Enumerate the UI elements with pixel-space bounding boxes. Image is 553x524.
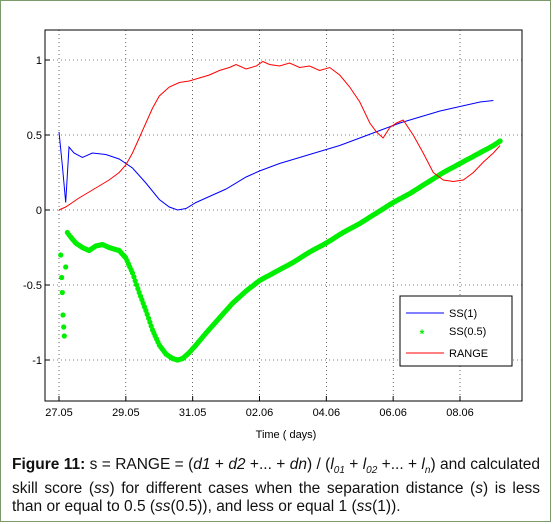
legend-label-range: RANGE [449, 348, 488, 360]
x-tick-label: 31.05 [179, 407, 207, 419]
x-tick-label: 04.06 [313, 407, 341, 419]
chart: 27.05 29.05 31.05 02.06 04.06 06.06 08.06 1 0.5 0… [23, 29, 523, 441]
series-line-ss-1 [58, 100, 494, 211]
x-tick-label: 29.05 [112, 407, 140, 419]
y-tick-label: -1 [32, 355, 42, 367]
tick-layer: 27.05 29.05 31.05 02.06 04.06 06.06 08.06 1 0.5 0… [23, 55, 474, 419]
series-point-ss-0-5 [148, 323, 154, 329]
legend-label-ss1: SS(1) [449, 308, 477, 320]
y-tick-label: 0 [36, 205, 42, 217]
plot-frame [44, 29, 523, 402]
x-tick-label: 06.06 [379, 407, 407, 419]
series-point-ss-0-5 [132, 278, 138, 284]
series-layer [58, 60, 503, 363]
y-tick-label: 1 [36, 55, 42, 67]
chart-svg: 27.05 29.05 31.05 02.06 04.06 06.06 08.06 1 0.5 0… [23, 29, 523, 441]
series-point-ss-0-5 [60, 312, 66, 318]
legend-label-ss05: SS(0.5) [449, 326, 486, 338]
series-point-ss-0-5 [133, 282, 140, 288]
series-point-ss-0-5 [59, 289, 65, 296]
figure-caption: Figure 11: s = RANGE = (d1 + d2 +... + d… [12, 456, 540, 516]
legend: SS(1) * SS(0.5) RANGE [399, 295, 513, 367]
legend-marker-ss05: * [420, 327, 425, 341]
series-point-ss-0-5 [146, 315, 152, 321]
series-point-ss-0-5 [61, 324, 67, 330]
x-tick-label: 27.05 [45, 407, 73, 419]
series-point-ss-0-5 [497, 138, 503, 144]
legend-box [399, 295, 513, 367]
y-tick-label: -0.5 [23, 280, 42, 292]
series-point-ss-0-5 [147, 319, 153, 325]
x-tick-label: 08.06 [446, 407, 474, 419]
x-axis-label: Time ( days) [256, 429, 317, 441]
caption-label: Figure 11: [12, 456, 86, 473]
series-point-ss-0-5 [61, 333, 67, 339]
series-point-ss-0-5 [144, 311, 150, 317]
series-point-ss-0-5 [59, 274, 65, 281]
y-tick-label: 0.5 [27, 130, 42, 142]
series-point-ss-0-5 [63, 264, 69, 270]
series-line-range [58, 60, 501, 211]
series-point-ss-0-5 [58, 252, 64, 258]
x-tick-label: 02.06 [246, 407, 274, 419]
series-point-ss-0-5 [129, 270, 136, 276]
series-point-ss-0-5 [143, 307, 149, 314]
